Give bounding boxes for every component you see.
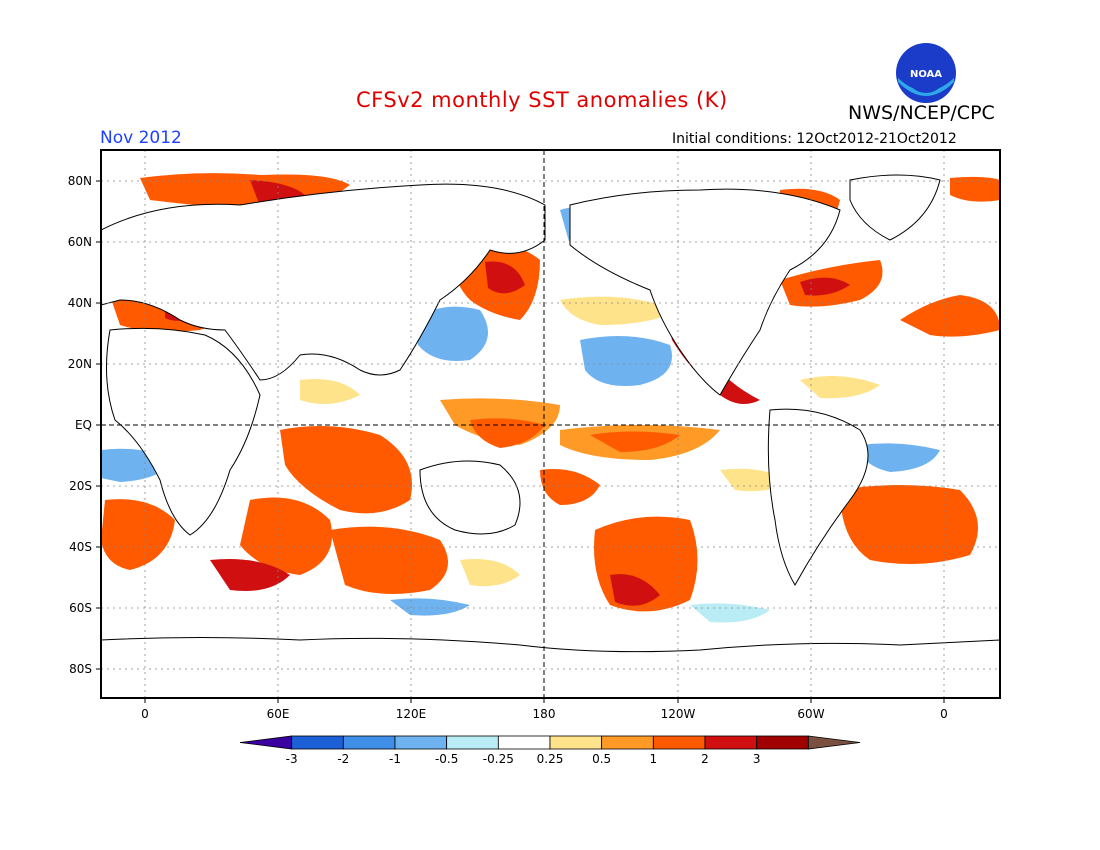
colorbar-box xyxy=(394,735,448,750)
colorbar-box xyxy=(704,735,758,750)
logo-text: NOAA xyxy=(910,69,942,80)
coastlines xyxy=(101,174,1000,698)
lat-label: 80S xyxy=(69,662,92,676)
lon-label: 120W xyxy=(661,707,696,721)
colorbar-box xyxy=(549,735,603,750)
colorbar-box xyxy=(652,735,706,750)
colorbar-label: -0.25 xyxy=(483,752,514,766)
colorbar-triangle-high xyxy=(807,735,861,750)
lat-label: 60N xyxy=(68,235,92,249)
colorbar-triangle-low xyxy=(239,735,293,750)
colorbar-box xyxy=(756,735,809,750)
colorbar-label: 3 xyxy=(753,752,761,766)
colorbar-box xyxy=(601,735,654,750)
equator-dateline xyxy=(101,150,1000,698)
colorbar-label: 0.25 xyxy=(537,752,564,766)
map-frame xyxy=(100,149,1001,699)
colorbar-box xyxy=(342,735,396,750)
colorbar-box xyxy=(446,735,499,750)
lat-label: 40N xyxy=(68,296,92,310)
lon-label: 60E xyxy=(267,707,290,721)
colorbar-box xyxy=(497,735,551,750)
colorbar-label: 1 xyxy=(650,752,658,766)
gridlines xyxy=(101,150,1000,698)
colorbar-label: -3 xyxy=(286,752,298,766)
lon-label: 0 xyxy=(940,707,948,721)
colorbar-label: 2 xyxy=(701,752,709,766)
initial-conditions: Initial conditions: 12Oct2012-21Oct2012 xyxy=(672,131,957,147)
lon-label: 60W xyxy=(797,707,824,721)
colorbar-label: 0.5 xyxy=(592,752,611,766)
lat-label: 40S xyxy=(69,540,92,554)
lon-label: 0 xyxy=(141,707,149,721)
colorbar-labels: -3 -2 -1 -0.5 -0.25 0.25 0.5 1 2 3 xyxy=(286,752,761,766)
colorbar-label: -0.5 xyxy=(435,752,458,766)
agency-label: NWS/NCEP/CPC xyxy=(848,102,995,124)
chart-title: CFSv2 monthly SST anomalies (K) xyxy=(356,88,728,112)
forecast-month: Nov 2012 xyxy=(100,128,182,148)
lon-label: 120E xyxy=(396,707,427,721)
lon-label: 180 xyxy=(533,707,556,721)
colorbar-label: -1 xyxy=(389,752,401,766)
lat-label: 20N xyxy=(68,357,92,371)
lat-label: 80N xyxy=(68,174,92,188)
colorbar xyxy=(239,735,861,750)
noaa-logo: NOAA xyxy=(896,43,956,103)
lat-label: 20S xyxy=(69,479,92,493)
lat-label: 60S xyxy=(69,601,92,615)
lat-label: EQ xyxy=(75,418,92,432)
colorbar-label: -2 xyxy=(337,752,349,766)
colorbar-box xyxy=(291,735,344,750)
